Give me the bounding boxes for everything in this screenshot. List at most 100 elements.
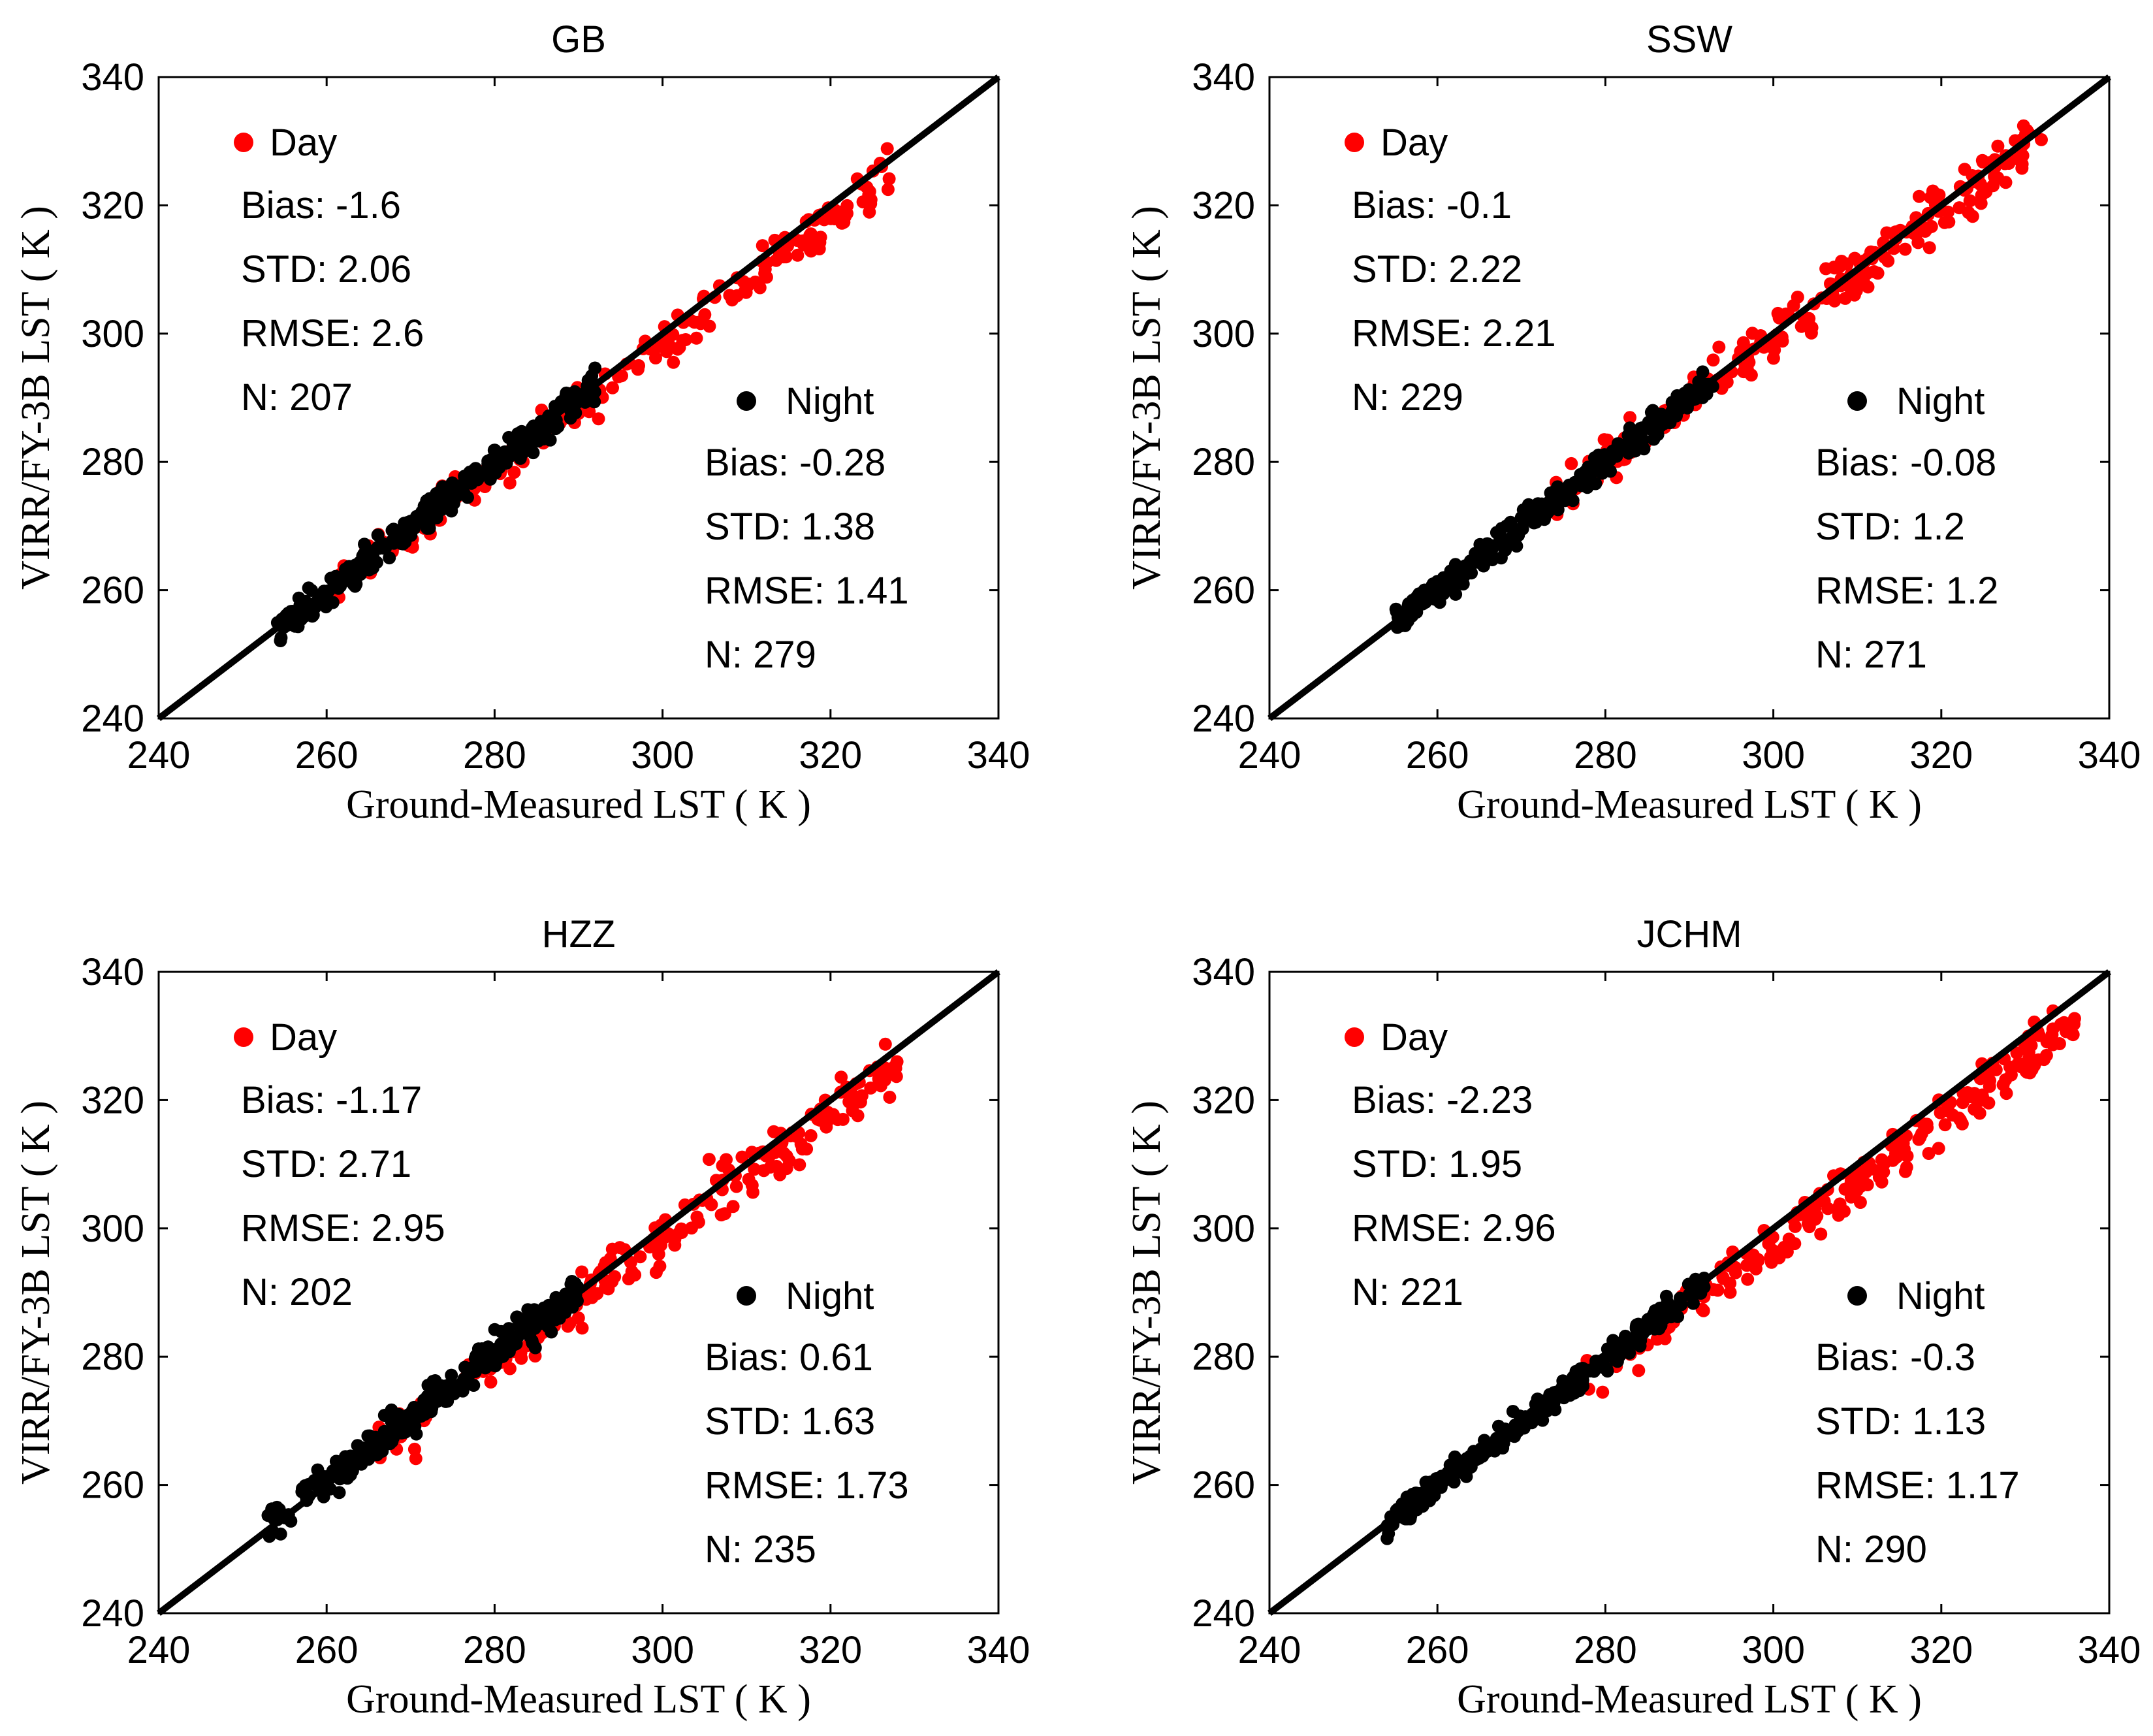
y-tick-label: 300: [1192, 1208, 1255, 1250]
night-stat-3: N: 290: [1815, 1528, 1927, 1571]
night-stat-3: N: 271: [1815, 634, 1927, 676]
x-tick-label: 300: [1742, 734, 1805, 777]
data-point-day: [1900, 1161, 1913, 1174]
data-point-day: [1632, 1364, 1646, 1377]
data-point-day: [675, 1226, 688, 1239]
day-stat-0: Bias: -1.6: [241, 184, 401, 227]
one-to-one-line: [156, 969, 1001, 1616]
day-stat-1: STD: 2.06: [241, 248, 411, 291]
data-point-day: [1983, 1074, 1996, 1087]
data-point-day: [1938, 216, 1951, 229]
data-point-night: [1604, 464, 1617, 478]
x-tick-label: 300: [631, 734, 694, 777]
y-tick-label: 280: [81, 1336, 144, 1378]
data-point-day: [714, 1208, 728, 1222]
y-tick-label: 260: [81, 570, 144, 612]
data-point-night: [302, 581, 315, 595]
data-point-day: [698, 308, 712, 321]
data-point-day: [692, 1215, 705, 1229]
legend-night-marker: [737, 1286, 756, 1306]
legend-day-label: Day: [1380, 1016, 1448, 1059]
day-stat-2: RMSE: 2.95: [241, 1207, 445, 1249]
y-tick-label: 260: [1192, 570, 1255, 612]
data-point-day: [791, 248, 805, 262]
y-tick-label: 340: [81, 951, 144, 993]
data-point-day: [726, 1200, 740, 1214]
data-point-night: [461, 490, 474, 504]
data-point-day: [758, 263, 772, 276]
data-point-day: [2011, 1057, 2024, 1071]
panel-jchm: JCHM 240 260 280 300 320 340 240 260 280 300 320 340…: [1124, 913, 2141, 1722]
data-point-day: [1791, 291, 1804, 304]
plot-frame: [157, 76, 1000, 720]
night-stat-1: STD: 1.2: [1815, 506, 1965, 548]
data-point-night: [265, 1502, 279, 1516]
night-stat-0: Bias: -0.3: [1815, 1336, 1975, 1379]
night-stat-2: RMSE: 1.17: [1815, 1464, 2020, 1507]
x-tick-label: 260: [1406, 734, 1469, 777]
one-to-one-line: [1267, 969, 2112, 1616]
data-point-day: [1596, 1385, 1610, 1399]
data-point-night: [1580, 481, 1594, 494]
data-point-day: [818, 1114, 831, 1127]
panel-gb: GB 240 260 280 300 320 340 240 260 280 300 320 340 Gr…: [14, 18, 1030, 827]
data-point-day: [660, 336, 673, 350]
data-point-day: [2040, 1035, 2054, 1049]
data-point-night: [488, 1323, 502, 1336]
day-stat-3: N: 202: [241, 1271, 353, 1313]
x-tick-label: 320: [1909, 734, 1973, 777]
data-point-day: [1934, 1106, 1947, 1119]
data-point-day: [1946, 1108, 1960, 1122]
y-tick-label: 240: [1192, 698, 1255, 740]
x-tick-label: 240: [127, 734, 191, 777]
data-point-night: [420, 494, 434, 507]
data-point-day: [1975, 189, 1988, 202]
data-point-day: [631, 362, 645, 376]
data-point-day: [1956, 1096, 1970, 1110]
data-point-day: [1565, 457, 1578, 470]
data-point-night: [1687, 1296, 1700, 1310]
data-point-night: [1631, 1337, 1644, 1350]
data-point-day: [1788, 1237, 1802, 1251]
data-point-day: [2035, 133, 2048, 146]
data-point-day: [1776, 334, 1789, 348]
y-tick-label: 300: [1192, 313, 1255, 355]
data-point-day: [503, 1362, 517, 1375]
data-point-day: [2025, 1063, 2039, 1076]
data-point-day: [1706, 353, 1720, 367]
x-tick-label: 280: [1574, 734, 1637, 777]
data-point-day: [883, 1091, 897, 1104]
night-stat-2: RMSE: 1.2: [1815, 570, 1998, 612]
data-point-day: [793, 1158, 806, 1172]
x-tick-label: 240: [1238, 734, 1301, 777]
day-stat-0: Bias: -1.17: [241, 1079, 422, 1121]
legend-night-label: Night: [1896, 1275, 1985, 1317]
y-tick-label: 340: [81, 56, 144, 99]
x-tick-label: 320: [799, 1629, 862, 1671]
x-tick-label: 280: [463, 734, 526, 777]
x-tick-label: 260: [295, 734, 359, 777]
panel-hzz: HZZ 240 260 280 300 320 340 240 260 280 300 320 340 G…: [14, 913, 1030, 1722]
y-tick-label: 280: [1192, 1336, 1255, 1378]
night-stat-2: RMSE: 1.73: [705, 1464, 909, 1507]
x-tick-label: 280: [1574, 1629, 1637, 1671]
data-point-day: [789, 1129, 803, 1143]
data-point-day: [668, 1238, 682, 1252]
data-point-day: [864, 1081, 878, 1095]
data-point-night: [528, 1303, 541, 1317]
data-point-night: [1644, 406, 1658, 419]
data-point-day: [735, 1150, 749, 1164]
data-point-day: [738, 285, 752, 298]
x-tick-label: 260: [295, 1629, 359, 1671]
data-point-day: [571, 1311, 585, 1325]
legend-night-label: Night: [786, 1275, 874, 1317]
x-tick-label: 320: [1909, 1629, 1973, 1671]
plot-frame: [1268, 971, 2111, 1615]
data-point-day: [880, 142, 894, 155]
data-point-night: [1499, 543, 1512, 557]
data-point-day: [1740, 362, 1754, 376]
data-point-night: [500, 457, 513, 470]
data-point-day: [756, 239, 769, 253]
data-point-day: [1890, 1149, 1904, 1163]
data-point-night: [306, 608, 320, 622]
